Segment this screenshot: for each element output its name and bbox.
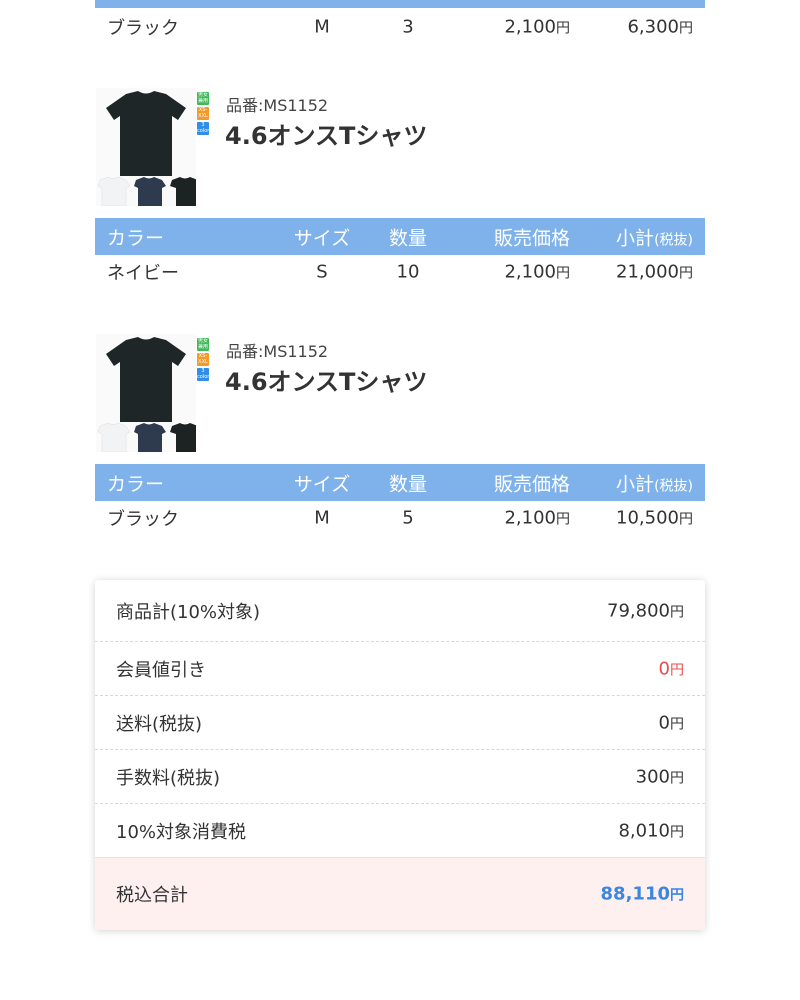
table-row: ネイビー S 10 2,100円 21,000円 (95, 254, 705, 290)
header-price: 販売価格 (493, 227, 570, 249)
size-range-badge: XS-XXL (197, 107, 209, 120)
table-header-partial (95, 0, 705, 8)
size-cell: M (314, 507, 330, 529)
summary-label: 10%対象消費税 (116, 822, 247, 843)
summary-row: 手数料(税抜) 300円 (95, 750, 705, 804)
table-header: カラー サイズ 数量 販売価格 小計(税抜) (95, 218, 705, 255)
table-row: ブラック M 5 2,100円 10,500円 (95, 500, 705, 536)
header-color: カラー (107, 227, 165, 249)
order-summary: 商品計(10%対象) 79,800円 会員値引き 0円 送料(税抜) 0円 手数料(税… (95, 580, 705, 930)
table-header: カラー サイズ 数量 販売価格 小計(税抜) (95, 464, 705, 501)
header-size: サイズ (293, 473, 351, 495)
product-image[interactable] (96, 334, 200, 453)
qty-cell: 5 (402, 507, 414, 529)
summary-value: 79,800円 (607, 600, 684, 621)
product-name[interactable]: 4.6オンスTシャツ (225, 368, 428, 396)
color-cell: ブラック (107, 509, 179, 530)
summary-row: 会員値引き 0円 (95, 642, 705, 696)
color-count-badge: 3 color (197, 122, 210, 135)
size-cell: M (314, 16, 330, 38)
summary-label: 手数料(税抜) (116, 767, 221, 789)
header-qty: 数量 (389, 473, 428, 495)
header-color: カラー (107, 473, 165, 495)
product-code: 品番:MS1152 (226, 342, 329, 361)
color-cell: ブラック (107, 18, 179, 39)
summary-value: 300円 (635, 766, 684, 787)
summary-row: 10%対象消費税 8,010円 (95, 804, 705, 858)
price-cell: 2,100円 (504, 261, 570, 283)
header-price: 販売価格 (493, 473, 570, 495)
product-image[interactable] (96, 88, 200, 207)
product-item: 男女兼用 XS-XXL 3 color 品番:MS1152 4.6オンスTシャツ (96, 334, 706, 454)
qty-cell: 3 (402, 16, 414, 38)
unisex-badge: 男女兼用 (197, 338, 209, 351)
header-subtotal: 小計(税抜) (616, 227, 693, 249)
summary-value: 8,010円 (618, 820, 684, 842)
product-item: 男女兼用 XS-XXL 3 color 品番:MS1152 4.6オンスTシャツ (96, 88, 706, 208)
color-count-badge: 3 color (197, 368, 210, 381)
price-cell: 2,100円 (504, 507, 570, 529)
header-subtotal: 小計(税抜) (616, 473, 693, 495)
summary-label: 会員値引き (116, 659, 206, 681)
subtotal-cell: 21,000円 (616, 261, 693, 283)
price-cell: 2,100円 (504, 16, 570, 38)
size-range-badge: XS-XXL (197, 353, 209, 366)
summary-value: 0円 (658, 658, 684, 679)
qty-cell: 10 (396, 261, 420, 283)
total-label: 税込合計 (116, 885, 188, 906)
summary-label: 送料(税抜) (116, 713, 203, 735)
summary-row: 送料(税抜) 0円 (95, 696, 705, 750)
summary-value: 0円 (658, 712, 684, 733)
size-cell: S (316, 261, 328, 283)
header-qty: 数量 (389, 227, 428, 249)
summary-label: 商品計(10%対象) (116, 601, 261, 623)
subtotal-cell: 6,300円 (627, 16, 693, 38)
header-size: サイズ (293, 227, 351, 249)
color-cell: ネイビー (107, 263, 179, 284)
total-value: 88,110円 (600, 883, 684, 905)
summary-row: 商品計(10%対象) 79,800円 (95, 580, 705, 642)
table-row: ブラック M 3 2,100円 6,300円 (95, 9, 705, 45)
product-name[interactable]: 4.6オンスTシャツ (225, 122, 428, 150)
summary-total-row: 税込合計 88,110円 (95, 857, 705, 930)
subtotal-cell: 10,500円 (616, 507, 693, 529)
unisex-badge: 男女兼用 (197, 92, 209, 105)
product-code: 品番:MS1152 (226, 96, 329, 115)
